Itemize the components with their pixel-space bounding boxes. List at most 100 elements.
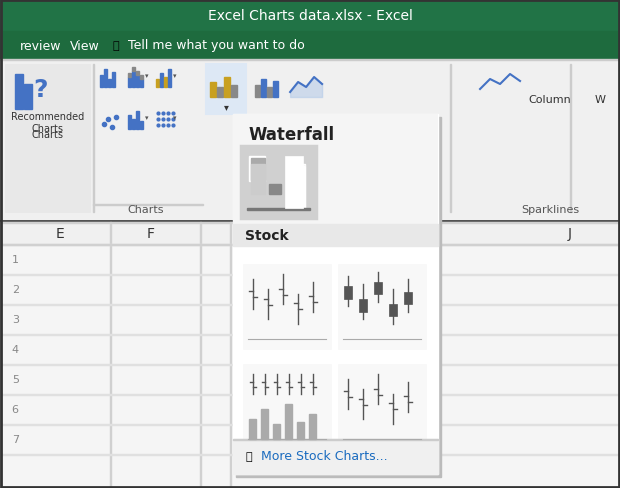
Bar: [112, 73, 115, 88]
Bar: [233, 224, 438, 246]
Text: 4: 4: [12, 345, 19, 354]
Text: E: E: [56, 226, 64, 241]
Bar: [450, 65, 451, 213]
Bar: [231, 86, 237, 98]
Bar: [251, 164, 265, 195]
Bar: [249, 157, 265, 182]
Bar: [0, 223, 620, 224]
Bar: [5, 65, 90, 213]
Bar: [110, 223, 111, 488]
Bar: [285, 404, 292, 439]
Bar: [224, 78, 230, 98]
Text: Sparklines: Sparklines: [521, 204, 579, 215]
Bar: [297, 422, 304, 439]
Text: 7: 7: [12, 434, 19, 444]
Bar: [233, 439, 438, 440]
Bar: [389, 305, 397, 316]
Bar: [230, 223, 231, 488]
Bar: [108, 80, 111, 88]
Text: 3: 3: [12, 314, 19, 325]
Bar: [0, 60, 620, 61]
Bar: [140, 80, 143, 88]
Text: Stock: Stock: [245, 228, 289, 243]
Bar: [344, 286, 352, 299]
Bar: [156, 80, 159, 88]
Bar: [100, 76, 103, 88]
Bar: [0, 424, 620, 425]
Bar: [269, 184, 281, 195]
Text: Tell me what you want to do: Tell me what you want to do: [128, 40, 305, 52]
Bar: [24, 85, 32, 110]
Bar: [236, 118, 441, 477]
Bar: [404, 292, 412, 305]
Text: ▾: ▾: [145, 115, 149, 121]
Bar: [285, 157, 303, 208]
Bar: [0, 0, 620, 32]
Bar: [261, 409, 268, 439]
Text: W: W: [595, 95, 606, 105]
Bar: [261, 80, 266, 98]
Bar: [338, 264, 426, 349]
Bar: [0, 223, 620, 488]
Bar: [243, 364, 331, 449]
Bar: [104, 70, 107, 88]
Bar: [359, 299, 367, 312]
Bar: [132, 68, 135, 72]
Bar: [0, 394, 620, 395]
Text: View: View: [70, 40, 100, 52]
Bar: [0, 60, 620, 220]
Bar: [128, 116, 131, 130]
Text: 2: 2: [12, 285, 19, 294]
Text: ▾: ▾: [145, 73, 149, 79]
Bar: [287, 164, 305, 208]
Bar: [217, 88, 223, 98]
Bar: [267, 88, 272, 98]
Text: 1: 1: [12, 254, 19, 264]
Bar: [233, 115, 438, 474]
Bar: [136, 72, 139, 76]
Text: Excel Charts data.xlsx - Excel: Excel Charts data.xlsx - Excel: [208, 9, 412, 23]
Text: review: review: [20, 40, 62, 52]
Text: ▾: ▾: [173, 115, 177, 121]
Bar: [374, 283, 382, 294]
Bar: [289, 167, 305, 208]
Bar: [338, 364, 426, 449]
Bar: [132, 120, 135, 130]
Bar: [309, 414, 316, 439]
Bar: [289, 167, 305, 208]
Bar: [570, 65, 571, 213]
Text: 5: 5: [12, 374, 19, 384]
Bar: [210, 83, 216, 98]
Text: More Stock Charts...: More Stock Charts...: [261, 449, 388, 463]
Text: Column: Column: [529, 95, 572, 105]
Bar: [247, 208, 310, 210]
Bar: [140, 76, 143, 80]
Text: Recommended
Charts: Recommended Charts: [11, 112, 84, 134]
Bar: [164, 78, 167, 88]
Bar: [233, 439, 438, 474]
Bar: [0, 223, 620, 244]
Bar: [93, 204, 203, 205]
Bar: [0, 244, 620, 245]
Bar: [251, 159, 265, 181]
Text: F: F: [146, 226, 154, 241]
Bar: [206, 65, 246, 115]
Bar: [140, 122, 143, 130]
Text: ?: ?: [33, 78, 48, 102]
Bar: [168, 70, 171, 88]
Bar: [0, 454, 620, 455]
Text: ▾: ▾: [173, 73, 177, 79]
Bar: [16, 75, 23, 110]
Text: Charts: Charts: [31, 130, 63, 140]
Bar: [132, 72, 135, 88]
Text: Waterfall: Waterfall: [248, 126, 334, 143]
Bar: [0, 244, 620, 245]
Text: 📊: 📊: [245, 451, 252, 461]
Bar: [136, 112, 139, 130]
Bar: [93, 65, 94, 213]
Bar: [0, 274, 620, 275]
Bar: [233, 115, 438, 224]
Bar: [128, 78, 131, 88]
Text: 💡: 💡: [112, 41, 119, 51]
Bar: [273, 424, 280, 439]
